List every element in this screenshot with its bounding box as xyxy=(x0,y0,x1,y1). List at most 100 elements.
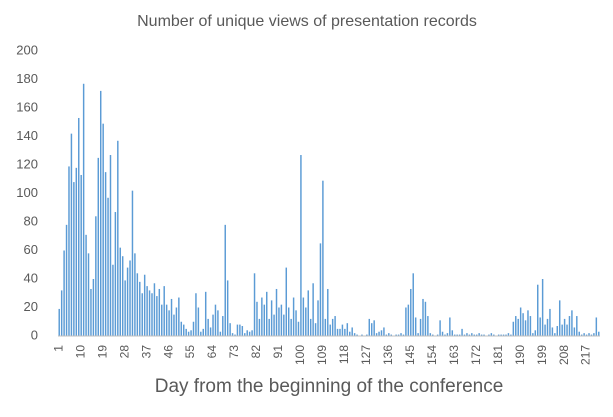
bar xyxy=(95,216,97,336)
x-tick-label: 19 xyxy=(95,345,109,359)
bar xyxy=(119,247,121,336)
bar xyxy=(532,333,534,336)
bar xyxy=(593,333,595,336)
x-tick-label: 64 xyxy=(205,345,219,359)
x-tick-label: 82 xyxy=(249,345,263,359)
bar xyxy=(85,234,87,336)
y-tick-label: 0 xyxy=(31,327,38,342)
bar xyxy=(456,334,458,336)
x-tick-label: 163 xyxy=(447,345,461,365)
bar xyxy=(180,321,183,336)
bar xyxy=(114,212,117,336)
bar xyxy=(322,180,324,336)
bar xyxy=(139,281,141,336)
x-tick-label: 154 xyxy=(425,345,439,365)
bar xyxy=(163,286,165,336)
bar xyxy=(375,333,378,336)
bar xyxy=(585,334,588,336)
bar xyxy=(185,328,187,336)
x-tick-label: 109 xyxy=(315,345,329,365)
bar xyxy=(102,123,104,336)
bar xyxy=(356,334,358,336)
bar xyxy=(178,297,180,336)
bar xyxy=(300,155,302,336)
bar xyxy=(412,273,414,336)
bar xyxy=(497,334,500,336)
bar xyxy=(87,253,90,336)
bar xyxy=(256,301,258,336)
bar xyxy=(283,314,285,336)
bar xyxy=(400,333,402,336)
bar xyxy=(231,333,234,336)
x-axis-label: Day from the beginning of the conference xyxy=(155,376,504,397)
bar xyxy=(529,316,532,336)
bar xyxy=(539,317,541,336)
bar xyxy=(292,297,295,336)
x-tick-label: 28 xyxy=(117,345,131,359)
bar xyxy=(58,308,60,336)
bar xyxy=(290,318,292,336)
bar xyxy=(136,273,139,336)
bar xyxy=(305,307,307,336)
bar xyxy=(414,317,417,336)
bar xyxy=(407,304,410,336)
bar xyxy=(519,307,522,336)
bar xyxy=(468,334,471,336)
bar xyxy=(236,324,239,336)
y-tick-label: 100 xyxy=(16,185,38,200)
x-tick-label: 73 xyxy=(227,345,241,359)
bar xyxy=(63,250,65,336)
bar xyxy=(319,243,322,336)
bar xyxy=(99,90,102,337)
bar xyxy=(229,323,231,336)
bar xyxy=(351,327,353,336)
bar xyxy=(444,334,446,336)
bar xyxy=(410,288,412,336)
x-tick-label: 190 xyxy=(513,345,527,365)
bar xyxy=(573,327,576,336)
bar xyxy=(280,304,283,336)
bar xyxy=(373,320,375,336)
bar xyxy=(441,331,444,336)
bar xyxy=(158,288,161,336)
bar xyxy=(534,330,537,336)
bar xyxy=(200,331,202,336)
bar xyxy=(295,310,297,336)
bar xyxy=(571,310,573,336)
bar xyxy=(473,334,475,336)
bar xyxy=(121,256,124,336)
bar xyxy=(488,334,490,336)
bar xyxy=(427,316,429,336)
y-tick-label: 80 xyxy=(24,213,38,228)
bar xyxy=(580,334,583,336)
bar xyxy=(183,324,185,336)
bar xyxy=(439,320,441,336)
bar xyxy=(331,318,334,336)
x-tick-label: 46 xyxy=(161,345,175,359)
x-tick-label: 1 xyxy=(51,345,65,352)
x-tick-label: 91 xyxy=(271,345,285,359)
bar xyxy=(500,334,502,336)
x-tick-label: 100 xyxy=(293,345,307,365)
bar xyxy=(148,290,151,336)
bar xyxy=(595,317,598,336)
bar xyxy=(451,330,454,336)
bar xyxy=(341,324,344,336)
bar xyxy=(563,318,566,336)
bar xyxy=(312,283,314,336)
chart-title: Number of unique views of presentation r… xyxy=(137,13,477,30)
bar xyxy=(65,224,68,336)
y-tick-label: 160 xyxy=(16,99,38,114)
bar xyxy=(390,334,392,336)
bar xyxy=(80,174,82,336)
bar xyxy=(522,313,524,336)
bar xyxy=(490,333,493,336)
bar xyxy=(146,286,148,336)
bar xyxy=(263,304,266,336)
x-tick-label: 172 xyxy=(469,345,483,365)
bar xyxy=(258,318,261,336)
bar xyxy=(432,334,434,336)
bar xyxy=(561,324,563,336)
bar xyxy=(370,323,373,336)
bar xyxy=(82,83,85,337)
